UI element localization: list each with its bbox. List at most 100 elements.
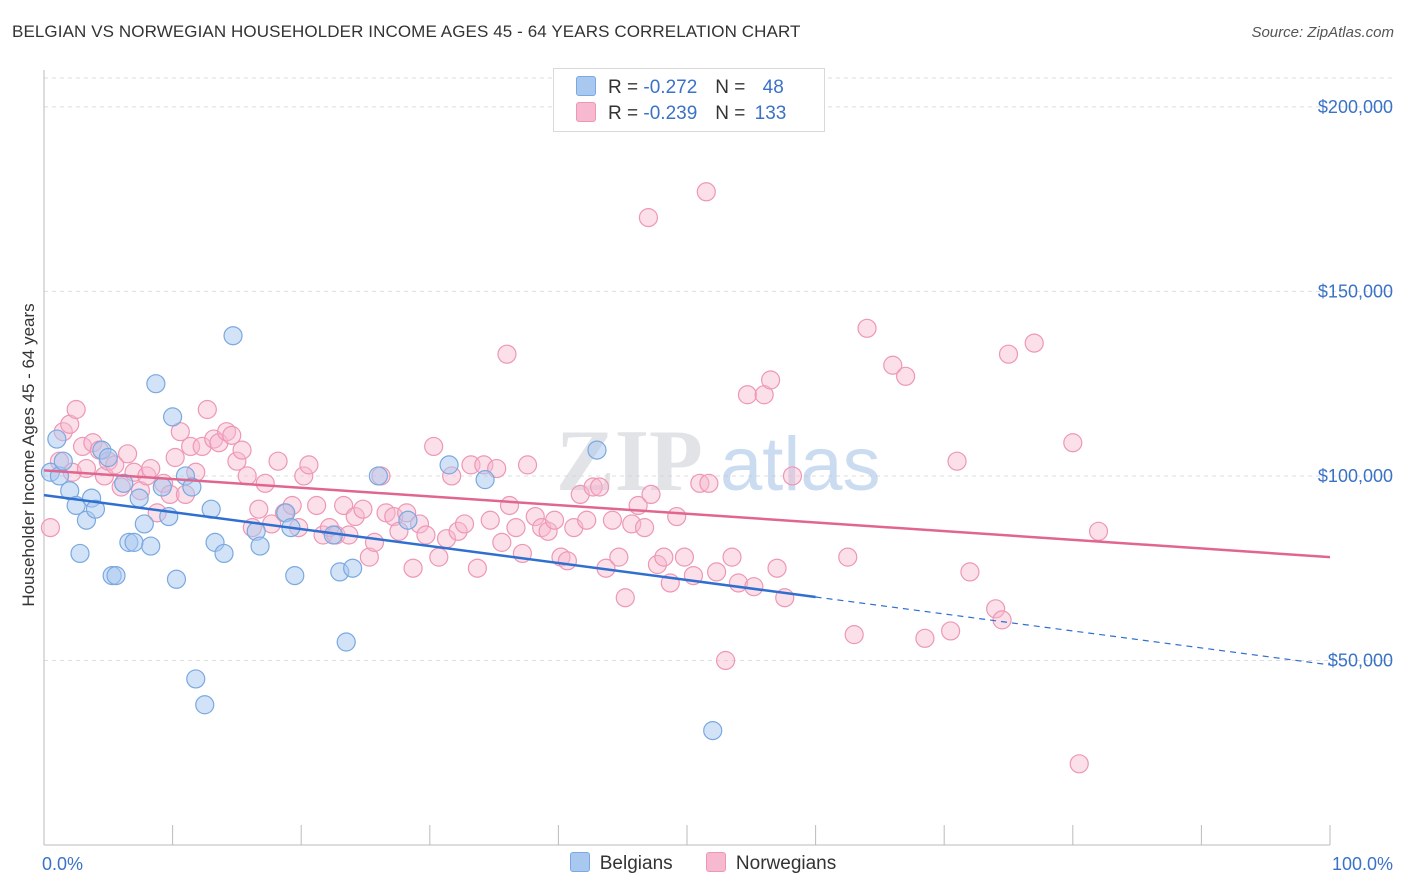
norwegian-point — [602, 510, 623, 530]
legend-belgians-label: Belgians — [599, 853, 673, 874]
belgians-series — [40, 326, 723, 741]
belgian-point — [134, 514, 154, 534]
norwegian-point — [217, 422, 237, 442]
norwegian-point — [506, 518, 526, 538]
y-axis-label: Householder Income Ages 45 - 64 years — [19, 303, 38, 606]
norwegian-point — [499, 495, 520, 516]
legend-norwegians-swatch — [705, 852, 726, 872]
belgians-trend-line — [43, 493, 816, 599]
norwegian-point — [641, 484, 661, 505]
belgian-point — [182, 477, 202, 497]
norwegian-point — [615, 588, 635, 608]
norwegian-point — [577, 510, 597, 530]
norwegian-point — [334, 495, 354, 516]
norwegian-point — [222, 425, 242, 445]
watermark-atlas: atlas — [720, 422, 881, 507]
legend-norwegians-label: Norwegians — [735, 853, 837, 874]
stats-legend-belgians: R = -0.272 N = 48 — [576, 76, 784, 100]
x-tick-label: 0.0% — [42, 854, 83, 874]
belgian-point — [166, 569, 187, 589]
belgian-point — [141, 536, 161, 556]
belgian-point — [53, 451, 73, 471]
belgian-point — [152, 477, 172, 497]
norwegian-point — [883, 355, 903, 375]
norwegian-point — [517, 455, 538, 475]
legend-item-norwegians[interactable]: Norwegians — [705, 852, 837, 875]
norwegian-point — [525, 506, 545, 527]
norwegian-point — [838, 547, 858, 567]
belgian-point — [223, 326, 243, 346]
belgian-point — [98, 447, 118, 468]
norwegian-point — [760, 370, 781, 390]
belgian-point — [146, 374, 166, 394]
norwegian-point — [255, 473, 275, 493]
norwegians-n-label: N = — [715, 103, 746, 124]
legend-item-belgians[interactable]: Belgians — [569, 852, 673, 875]
norwegians-series — [40, 182, 1109, 774]
norwegian-point — [667, 506, 687, 527]
belgians-r-label: R = — [608, 77, 639, 98]
norwegian-point — [647, 554, 668, 575]
norwegian-point — [589, 477, 610, 497]
norwegian-point — [992, 610, 1012, 630]
norwegian-point — [364, 532, 385, 552]
norwegian-point — [249, 499, 269, 519]
belgian-point — [703, 720, 723, 741]
norwegian-point — [497, 344, 517, 364]
norwegian-point — [492, 532, 512, 552]
belgian-point — [285, 565, 305, 586]
norwegians-swatch — [576, 102, 596, 122]
norwegians-r-value: -0.239 — [643, 103, 698, 124]
norwegian-point — [896, 366, 916, 386]
norwegian-point — [40, 518, 61, 538]
belgian-point — [124, 532, 144, 552]
norwegian-point — [448, 521, 468, 541]
norwegian-point — [170, 422, 190, 442]
norwegian-point — [609, 547, 629, 567]
y-tick-label: $200,000 — [1318, 97, 1393, 117]
norwegian-point — [699, 473, 719, 493]
belgian-point — [398, 510, 418, 530]
y-tick-label: $50,000 — [1328, 650, 1393, 670]
norwegian-point — [622, 514, 642, 534]
norwegian-point — [165, 447, 185, 468]
norwegian-point — [307, 495, 327, 516]
norwegians-trend-line — [43, 469, 1331, 559]
norwegian-point — [424, 436, 444, 457]
norwegians-n-value: 133 — [754, 103, 787, 124]
norwegian-point — [737, 385, 758, 405]
belgian-point — [343, 558, 363, 578]
chart-source: Source: ZipAtlas.com — [1251, 24, 1394, 41]
norwegian-point — [696, 182, 716, 202]
x-tick-label: 100.0% — [1332, 854, 1393, 874]
y-tick-label: $100,000 — [1318, 466, 1393, 486]
norwegian-point — [844, 625, 864, 645]
norwegian-point — [654, 547, 674, 567]
norwegian-point — [353, 499, 373, 519]
norwegian-point — [232, 440, 252, 460]
belgian-point — [336, 632, 356, 652]
norwegian-point — [857, 318, 877, 338]
norwegian-point — [1024, 333, 1044, 353]
norwegian-point — [294, 466, 314, 486]
belgian-point — [114, 473, 134, 493]
norwegian-point — [227, 451, 247, 471]
belgian-point — [47, 429, 67, 449]
norwegian-point — [487, 458, 507, 479]
norwegian-point — [1088, 521, 1109, 541]
norwegian-point — [268, 451, 288, 471]
norwegian-point — [715, 650, 736, 671]
belgian-point — [195, 695, 215, 715]
norwegian-point — [117, 444, 138, 464]
norwegian-point — [66, 399, 86, 420]
norwegian-point — [744, 577, 764, 597]
norwegian-point — [674, 547, 695, 567]
norwegian-point — [986, 599, 1006, 619]
norwegians-r-label: R = — [608, 103, 639, 124]
norwegian-point — [638, 208, 659, 228]
legend-belgians-swatch — [569, 852, 590, 872]
belgian-point — [368, 466, 388, 486]
tick-labels: $50,000 $100,000 $150,000 $200,000 0.0% 100.0… — [42, 97, 1393, 874]
norwegian-point — [181, 436, 201, 457]
